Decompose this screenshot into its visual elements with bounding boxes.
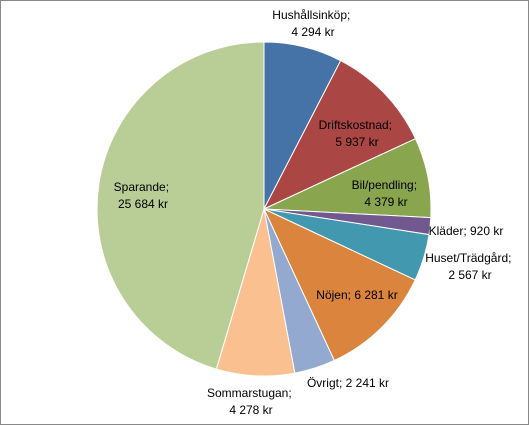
value-label: 4 379 kr bbox=[364, 195, 407, 209]
label-separator: ; bbox=[508, 251, 515, 265]
value-label: 4 294 kr bbox=[291, 25, 334, 39]
data-label: Övrigt; 2 241 kr bbox=[307, 376, 389, 390]
data-label: Nöjen; 6 281 kr bbox=[316, 288, 397, 302]
category-name: Nöjen bbox=[316, 288, 347, 302]
data-label: Hushållsinköp; 4 294 kr bbox=[272, 8, 353, 39]
label-separator: ; bbox=[166, 180, 173, 194]
category-name: Bil/pendling bbox=[352, 178, 414, 192]
value-label: 4 278 kr bbox=[229, 403, 272, 417]
data-label: Bil/pendling; 4 379 kr bbox=[352, 178, 421, 209]
label-separator: ; bbox=[414, 178, 421, 192]
label-separator: ; bbox=[389, 118, 396, 132]
label-separator: ; bbox=[348, 288, 355, 302]
value-label: 2 241 kr bbox=[346, 376, 389, 390]
pie-slice bbox=[262, 207, 416, 362]
label-separator: ; bbox=[463, 224, 470, 238]
value-label: 6 281 kr bbox=[354, 288, 397, 302]
label-separator: ; bbox=[339, 376, 346, 390]
value-label: 25 684 kr bbox=[118, 197, 168, 211]
data-label: Huset/Trädgård; 2 567 kr bbox=[425, 251, 515, 282]
data-label: Kläder; 920 kr bbox=[429, 224, 504, 238]
category-name: Övrigt bbox=[307, 376, 340, 390]
category-name: Sparande bbox=[114, 180, 166, 194]
value-label: 2 567 kr bbox=[448, 268, 491, 282]
label-separator: ; bbox=[288, 386, 295, 400]
category-name: Sommarstugan bbox=[207, 386, 288, 400]
category-name: Kläder bbox=[429, 224, 464, 238]
value-label: 920 kr bbox=[470, 224, 503, 238]
category-name: Hushållsinköp bbox=[272, 8, 347, 22]
category-name: Driftskostnad bbox=[319, 118, 389, 132]
pie-slice bbox=[96, 41, 265, 370]
data-label: Driftskostnad; 5 937 kr bbox=[319, 118, 396, 149]
category-name: Huset/Trädgård bbox=[425, 251, 508, 265]
data-label: Sparande; 25 684 kr bbox=[114, 180, 173, 211]
value-label: 5 937 kr bbox=[335, 135, 378, 149]
pie-slice bbox=[262, 59, 417, 211]
label-separator: ; bbox=[347, 8, 354, 22]
data-label: Sommarstugan; 4 278 kr bbox=[207, 386, 295, 417]
